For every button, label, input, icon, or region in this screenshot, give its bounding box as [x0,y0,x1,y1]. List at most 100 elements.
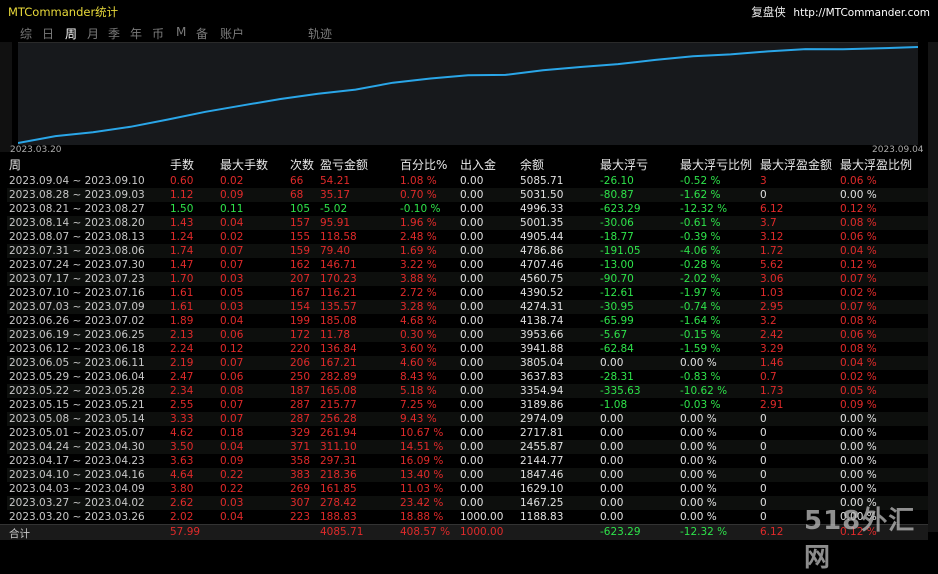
table-cell: 3.88 % [400,273,437,285]
table-cell: -90.70 [600,273,634,285]
table-cell: 215.77 [320,399,357,411]
table-cell: 2023.07.10 ~ 2023.07.16 [9,287,145,299]
table-cell: 4.60 % [400,357,437,369]
table-cell: 2.34 [170,385,194,397]
left-scrollbar[interactable] [0,42,12,152]
table-cell: 3.63 [170,455,194,467]
table-cell: 2023.05.29 ~ 2023.06.04 [9,371,145,383]
table-row[interactable]: 2023.04.10 ~ 2023.04.16 4.64 0.22 383 218.36… [7,468,928,482]
table-row[interactable]: 2023.09.04 ~ 2023.09.10 0.60 0.02 66 54.21 1.… [7,174,928,188]
tab-7[interactable]: M [176,25,187,39]
table-cell: 1847.46 [520,469,564,481]
table-cell: 2.47 [170,371,194,383]
table-cell: 16.09 % [400,455,444,467]
tab-9[interactable]: 账户 [220,27,245,41]
table-cell: 2974.09 [520,413,564,425]
table-row[interactable]: 2023.05.29 ~ 2023.06.04 2.47 0.06 250 282.89… [7,370,928,384]
table-cell: -0.52 % [680,175,721,187]
table-row[interactable]: 2023.07.24 ~ 2023.07.30 1.47 0.07 162 146.71… [7,258,928,272]
table-row[interactable]: 2023.08.28 ~ 2023.09.03 1.12 0.09 68 35.17 0.… [7,188,928,202]
table-cell: 0.12 % [840,203,877,215]
table-row[interactable]: 2023.04.03 ~ 2023.04.09 3.80 0.22 269 161.85… [7,482,928,496]
table-cell: 1.73 [760,385,784,397]
tab-4[interactable]: 季 [108,27,121,41]
tab-2[interactable]: 周 [65,27,78,41]
equity-line [18,46,918,144]
table-cell: 0.00 [600,469,624,481]
table-cell: 207 [290,273,311,285]
total-row: 合计 57.99 4085.71 408.57 % 1000.00 -623.29 -12.… [0,524,928,540]
tab-6[interactable]: 币 [152,27,165,41]
header-cell: 最大浮亏比例 [680,158,753,172]
table-row[interactable]: 2023.06.12 ~ 2023.06.18 2.24 0.12 220 136.84… [7,342,928,356]
total-cell: -12.32 % [680,526,728,538]
table-row[interactable]: 2023.03.20 ~ 2023.03.26 2.02 0.04 223 188.83… [7,510,928,524]
table-row[interactable]: 2023.07.31 ~ 2023.08.06 1.74 0.07 159 79.40 1… [7,244,928,258]
table-row[interactable]: 2023.06.26 ~ 2023.07.02 1.89 0.04 199 185.08… [7,314,928,328]
table-row[interactable]: 2023.04.24 ~ 2023.04.30 3.50 0.04 371 311.10… [7,440,928,454]
tab-1[interactable]: 日 [42,27,55,41]
table-row[interactable]: 2023.08.21 ~ 2023.08.27 1.50 0.11 105 -5.02 -… [7,202,928,216]
table-cell: 2023.06.05 ~ 2023.06.11 [9,357,145,369]
table-cell: 2.72 % [400,287,437,299]
table-cell: 4905.44 [520,231,564,243]
table-row[interactable]: 2023.05.01 ~ 2023.05.07 4.62 0.18 329 261.94… [7,426,928,440]
table-cell: 14.51 % [400,441,444,453]
table-row[interactable]: 2023.05.15 ~ 2023.05.21 2.55 0.07 287 215.77… [7,398,928,412]
table-cell: 0.04 % [840,357,877,369]
table-cell: 282.89 [320,371,357,383]
brand[interactable]: 复盘侠 http://MTCommander.com [751,4,930,20]
right-scrollbar[interactable] [928,42,938,532]
table-cell: 1188.83 [520,511,564,523]
table-row[interactable]: 2023.07.03 ~ 2023.07.09 1.61 0.03 154 135.57… [7,300,928,314]
table-cell: -0.83 % [680,371,721,383]
table-cell: 2.95 [760,301,784,313]
table-cell: 220 [290,343,311,355]
table-cell: 0.04 [220,217,244,229]
table-cell: 0.07 % [840,273,877,285]
table-cell: 0.00 % [840,483,877,495]
chart-end-date: 2023.09.04 [872,145,924,155]
tab-5[interactable]: 年 [130,27,143,41]
table-cell: 159 [290,245,311,257]
title-bar: MTCommander统计 复盘侠 http://MTCommander.com [0,0,938,22]
table-row[interactable]: 2023.04.17 ~ 2023.04.23 3.63 0.09 358 297.31… [7,454,928,468]
table-cell: 0.00 [460,427,484,439]
table-cell: 13.40 % [400,469,444,481]
table-cell: 5.18 % [400,385,437,397]
table-cell: 218.36 [320,469,357,481]
table-row[interactable]: 2023.08.07 ~ 2023.08.13 1.24 0.02 155 118.58… [7,230,928,244]
table-row[interactable]: 2023.06.05 ~ 2023.06.11 2.19 0.07 206 167.21… [7,356,928,370]
table-cell: 0.04 [220,511,244,523]
tab-3[interactable]: 月 [87,27,100,41]
table-row[interactable]: 2023.05.22 ~ 2023.05.28 2.34 0.08 187 165.08… [7,384,928,398]
table-row[interactable]: 2023.07.17 ~ 2023.07.23 1.70 0.03 207 170.23… [7,272,928,286]
table-cell: 2023.04.10 ~ 2023.04.16 [9,469,145,481]
table-cell: -623.29 [600,203,641,215]
total-cell: -623.29 [600,526,641,538]
table-cell: 6.12 [760,203,784,215]
tab-8[interactable]: 备 [196,27,209,41]
table-row[interactable]: 2023.03.27 ~ 2023.04.02 2.62 0.03 307 278.42… [7,496,928,510]
table-cell: 8.43 % [400,371,437,383]
table-cell: 0.05 [220,287,244,299]
table-cell: 3805.04 [520,357,564,369]
table-cell: 0.00 % [840,189,877,201]
table-row[interactable]: 2023.06.19 ~ 2023.06.25 2.13 0.06 172 11.78 0… [7,328,928,342]
tab-11[interactable]: 轨迹 [308,27,333,41]
table-cell: 0.06 % [840,329,877,341]
table-row[interactable]: 2023.05.08 ~ 2023.05.14 3.33 0.07 287 256.28… [7,412,928,426]
table-cell: -0.74 % [680,301,721,313]
tab-0[interactable]: 综 [20,27,33,41]
table-cell: -0.03 % [680,399,721,411]
table-cell: 0.08 % [840,343,877,355]
table-cell: 0 [760,469,767,481]
app-title: MTCommander统计 [8,5,119,19]
table-cell: 2023.04.03 ~ 2023.04.09 [9,483,145,495]
table-cell: 0.00 % [680,413,717,425]
table-row[interactable]: 2023.07.10 ~ 2023.07.16 1.61 0.05 167 116.21… [7,286,928,300]
table-cell: 1.46 [760,357,784,369]
table-row[interactable]: 2023.08.14 ~ 2023.08.20 1.43 0.04 157 95.91 1… [7,216,928,230]
brand-url[interactable]: http://MTCommander.com [793,7,930,19]
header-cell: 盈亏金额 [320,158,369,172]
